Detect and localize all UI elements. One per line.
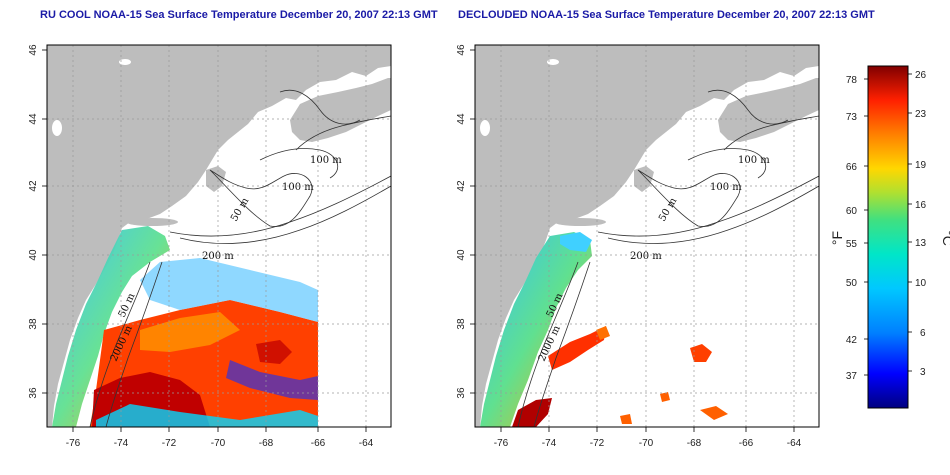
- left-long-island: [126, 218, 178, 226]
- colorbar-f-label: 78: [846, 75, 858, 86]
- right-map-title: DECLOUDED NOAA-15 Sea Surface Temperatur…: [458, 9, 875, 21]
- left-lake: [119, 59, 131, 65]
- colorbar-f-ticks: [864, 78, 868, 376]
- right-lake: [547, 59, 559, 65]
- colorbar-c-label: 10: [915, 278, 927, 289]
- right-sst-spot: [620, 414, 632, 424]
- left-lat-tick: 36: [28, 387, 39, 399]
- right-contour-label-100m-a: 100 m: [738, 155, 770, 166]
- colorbar-f-unit: °F: [829, 231, 845, 245]
- right-lat-tick: 42: [456, 180, 467, 192]
- right-lon-tick: -64: [787, 438, 802, 449]
- colorbar-c-label: 3: [920, 367, 926, 378]
- left-sst-gulfstream-eddy: [256, 340, 292, 364]
- right-sst-spot: [660, 392, 670, 402]
- left-lon-tick: -76: [66, 438, 81, 449]
- left-sst-south: [96, 404, 318, 427]
- right-lat-tick: 36: [456, 387, 467, 399]
- right-contours: [517, 89, 819, 427]
- left-inland-water: [52, 120, 62, 136]
- left-map-frame: [46, 44, 392, 428]
- left-lon-tick: -72: [162, 438, 177, 449]
- left-land-mass: [47, 45, 391, 427]
- left-lat-tick: 42: [28, 180, 39, 192]
- colorbar-c-label: 26: [915, 70, 927, 81]
- right-lon-tick: -74: [542, 438, 557, 449]
- right-lon-axis: [500, 427, 795, 432]
- left-map-panel: 100 m 100 m 50 m 200 m 50 m 2000 m -76 -…: [28, 44, 392, 449]
- right-cape-cod: [634, 166, 654, 192]
- left-sst-cold-streak: [226, 360, 318, 400]
- colorbar-f-label: 42: [846, 335, 858, 346]
- colorbar-f-label: 55: [846, 239, 858, 250]
- colorbar-c-unit: °C: [940, 230, 950, 246]
- right-lon-tick: -66: [739, 438, 754, 449]
- left-contour-label-100m-b: 100 m: [282, 182, 314, 193]
- left-lon-tick: -66: [311, 438, 326, 449]
- right-lon-tick: -68: [687, 438, 702, 449]
- right-lon-tick: -72: [590, 438, 605, 449]
- left-nova-scotia: [290, 78, 391, 142]
- right-land-mass: [475, 45, 819, 427]
- left-lat-axis: [42, 49, 47, 394]
- colorbar-c-ticks: [908, 73, 912, 372]
- colorbar-gradient: [867, 65, 909, 409]
- right-map-panel: 100 m 100 m 50 m 200 m 50 m 2000 m -76 -…: [456, 44, 820, 449]
- colorbar-f-label: 73: [846, 112, 858, 123]
- colorbar-f-label: 66: [846, 162, 858, 173]
- right-sst-south-hot: [512, 398, 552, 427]
- left-lon-axis: [72, 427, 367, 432]
- colorbar-c-label: 23: [915, 109, 927, 120]
- left-sst-coastal: [52, 226, 170, 427]
- right-contour-label-200m: 200 m: [630, 251, 662, 262]
- right-sst-eddy: [690, 344, 712, 362]
- left-lon-tick: -74: [114, 438, 129, 449]
- right-sst-warm-band: [548, 326, 606, 370]
- right-long-island: [554, 218, 606, 226]
- right-contour-label-100m-b: 100 m: [710, 182, 742, 193]
- left-contour-label-200m: 200 m: [202, 251, 234, 262]
- left-lon-tick: -68: [259, 438, 274, 449]
- colorbar-f-label: 50: [846, 278, 858, 289]
- colorbar-f-label: 60: [846, 206, 858, 217]
- left-lon-tick: -64: [359, 438, 374, 449]
- right-sst-orange-spot: [596, 326, 610, 340]
- right-nova-scotia: [718, 78, 819, 142]
- left-contours: [89, 89, 391, 427]
- left-sst-cloud-edge: [140, 258, 318, 322]
- left-map-title: RU COOL NOAA-15 Sea Surface Temperature …: [40, 9, 438, 21]
- left-lat-tick: 38: [28, 318, 39, 330]
- colorbar-c-label: 6: [920, 328, 926, 339]
- left-contour-label-100m-a: 100 m: [310, 155, 342, 166]
- colorbar-f-label: 37: [846, 371, 858, 382]
- right-lat-tick: 38: [456, 318, 467, 330]
- right-lat-tick: 46: [456, 44, 467, 56]
- colorbar-c-label: 16: [915, 200, 927, 211]
- left-lat-tick: 44: [28, 113, 39, 125]
- right-sst-spot: [700, 406, 728, 420]
- right-lat-tick: 44: [456, 113, 467, 125]
- right-lat-axis: [470, 49, 475, 394]
- left-lon-tick: -70: [211, 438, 226, 449]
- right-lon-tick: -76: [494, 438, 509, 449]
- right-inland-water: [480, 120, 490, 136]
- right-sst-patch-north: [560, 232, 592, 252]
- colorbar-c-label: 13: [915, 238, 927, 249]
- left-lat-tick: 40: [28, 249, 39, 261]
- left-lat-tick: 46: [28, 44, 39, 56]
- right-sst-coastal: [480, 232, 592, 427]
- left-cape-cod: [206, 166, 226, 192]
- right-lat-tick: 40: [456, 249, 467, 261]
- colorbar-c-label: 19: [915, 160, 927, 171]
- temperature-colorbar: 78 73 66 60 55 50 42 37 °F 26 23 19 16 1…: [829, 65, 950, 409]
- right-map-frame: [474, 44, 820, 428]
- left-sst-orange-band: [140, 312, 240, 352]
- right-lon-tick: -70: [639, 438, 654, 449]
- left-grid: [47, 45, 391, 427]
